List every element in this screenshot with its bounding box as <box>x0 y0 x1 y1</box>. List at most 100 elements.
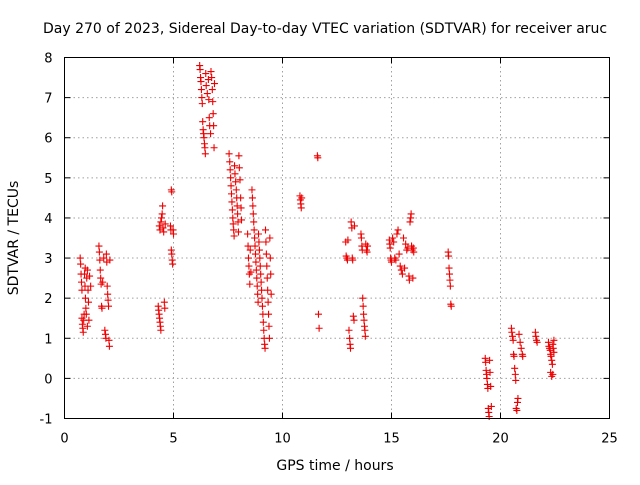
x-axis-label: GPS time / hours <box>276 458 393 474</box>
data-point <box>363 248 371 256</box>
data-point <box>395 250 403 258</box>
data-point <box>513 406 521 414</box>
data-point <box>402 240 410 248</box>
data-point <box>161 304 169 312</box>
data-point <box>517 344 525 352</box>
data-point <box>95 248 103 256</box>
data-point <box>393 230 401 238</box>
data-point <box>249 202 257 210</box>
data-point <box>230 232 238 240</box>
data-point <box>225 150 233 158</box>
data-point <box>79 328 87 336</box>
data-point <box>201 144 209 152</box>
y-tick-label: 0 <box>44 372 52 387</box>
data-point <box>100 254 108 262</box>
data-point <box>103 282 111 290</box>
data-point <box>104 296 112 304</box>
data-point <box>258 286 266 294</box>
data-point <box>359 302 367 310</box>
data-point <box>248 194 256 202</box>
data-point <box>255 230 263 238</box>
data-point <box>347 218 355 226</box>
data-point <box>105 302 113 310</box>
data-point <box>83 322 91 330</box>
data-point <box>344 236 352 244</box>
data-point <box>482 358 490 366</box>
x-tick-label: 10 <box>274 432 291 447</box>
data-point <box>361 332 369 340</box>
data-point <box>198 94 206 102</box>
data-point <box>483 374 491 382</box>
data-point <box>228 206 236 214</box>
y-axis-label: SDTVAR / TECUs <box>6 181 22 296</box>
data-point <box>512 376 520 384</box>
data-point <box>251 234 259 242</box>
data-point <box>98 304 106 312</box>
y-tick-label: 8 <box>44 52 52 67</box>
data-point <box>401 264 409 272</box>
data-point <box>265 322 273 330</box>
data-point <box>168 188 176 196</box>
data-point <box>532 332 540 340</box>
data-point <box>249 210 257 218</box>
data-point <box>78 286 86 294</box>
data-point <box>509 336 517 344</box>
data-point <box>508 328 516 336</box>
data-point <box>250 218 258 226</box>
data-point <box>511 364 519 372</box>
data-point <box>234 210 242 218</box>
data-point <box>447 302 455 310</box>
data-point <box>246 280 254 288</box>
data-point <box>227 182 235 190</box>
data-point <box>105 342 113 350</box>
chart-title: Day 270 of 2023, Sidereal Day-to-day VTE… <box>43 21 607 37</box>
data-point <box>160 298 168 306</box>
data-point <box>235 152 243 160</box>
data-point <box>253 274 261 282</box>
data-point <box>256 254 264 262</box>
data-point <box>199 118 207 126</box>
axis-ticks: 0 5 10 15 20 25 -1 0 1 2 3 4 5 6 7 8 <box>40 52 618 447</box>
data-point <box>237 204 245 212</box>
data-point <box>386 244 394 252</box>
data-point <box>445 264 453 272</box>
data-point <box>84 298 92 306</box>
data-point <box>446 276 454 284</box>
data-point <box>159 202 167 210</box>
data-point <box>261 344 269 352</box>
data-point <box>445 270 453 278</box>
x-tick-label: 0 <box>60 432 68 447</box>
data-point <box>357 234 365 242</box>
data-point <box>389 234 397 242</box>
data-point <box>445 252 453 260</box>
data-point <box>81 270 89 278</box>
data-point <box>234 228 242 236</box>
data-point <box>549 344 557 352</box>
data-point <box>101 326 109 334</box>
data-point <box>407 210 415 218</box>
data-point <box>226 166 234 174</box>
data-point <box>233 202 241 210</box>
data-point <box>262 250 270 258</box>
data-point <box>228 198 236 206</box>
data-point <box>81 294 89 302</box>
data-point <box>158 214 166 222</box>
data-point <box>410 248 418 256</box>
data-point <box>255 238 263 246</box>
data-point <box>257 270 265 278</box>
data-point <box>246 246 254 254</box>
data-point <box>208 86 216 94</box>
data-point <box>158 210 166 218</box>
data-point <box>298 194 306 202</box>
data-point <box>86 272 94 280</box>
data-point <box>247 268 255 276</box>
data-point <box>207 68 215 76</box>
data-point <box>231 170 239 178</box>
data-point <box>161 220 169 228</box>
data-point <box>84 286 92 294</box>
data-point <box>232 186 240 194</box>
data-point <box>202 82 210 90</box>
data-point <box>297 204 305 212</box>
y-tick-label: -1 <box>40 413 53 428</box>
